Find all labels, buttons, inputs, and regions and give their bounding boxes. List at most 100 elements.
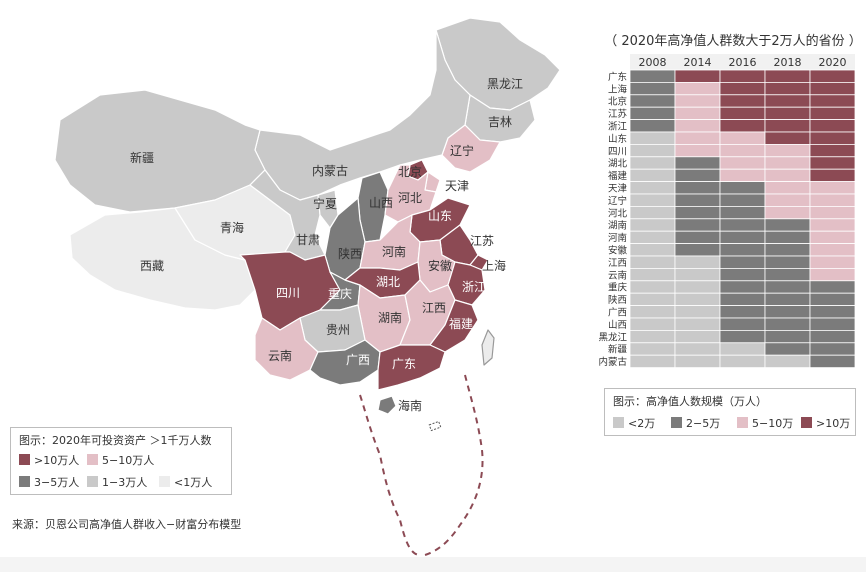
heat-cell [809,243,856,257]
heat-cell [629,342,676,356]
heat-cell [629,230,676,244]
map-legend-item: 5−10万人 [87,452,154,468]
heat-cell [674,94,721,108]
heat-row-label: 黑龙江 [598,331,627,343]
heat-cell [719,280,766,294]
heat-cell [719,205,766,220]
heat-cell [809,193,856,207]
heat-cell [809,280,856,294]
heat-cell [809,106,856,121]
heat-cell [674,168,721,182]
heat-cell [764,205,811,220]
heat-cell [764,218,811,232]
heat-cell [674,218,721,232]
heat-cell [719,69,766,83]
heat-cell [629,81,676,96]
heat-cell [719,144,766,158]
heat-year-label: 2014 [684,56,712,69]
heat-row-label: 湖北 [608,159,628,170]
heat-cell [809,144,856,158]
table-legend-item: 2−5万 [671,415,720,431]
heat-cell [719,342,766,356]
label-xizang: 西藏 [140,259,164,273]
table-legend-swatch [671,417,682,428]
heat-cell [719,305,766,319]
label-hunan: 湖南 [378,310,402,325]
label-chongqing: 重庆 [328,287,352,301]
heat-row-label: 广东 [608,71,627,83]
heat-cell [719,230,766,244]
heat-cell [719,267,766,282]
map-legend-swatch [87,454,98,465]
heat-row-label: 浙江 [608,121,628,133]
heat-year-label: 2008 [639,56,667,69]
heat-cell [719,156,766,170]
heat-cell [809,267,856,282]
heat-cell [719,218,766,232]
heat-row-label: 广西 [608,307,627,319]
table-legend-label: <2万 [628,417,656,430]
map-legend-item: 1−3万人 [87,474,147,490]
heat-cell [674,131,721,145]
table-title: （ 2020年高净值人群数大于2万人的省份 ） [604,34,862,49]
label-guizhou: 贵州 [326,323,350,337]
heat-cell [719,243,766,257]
heat-cell [674,243,721,257]
taiwan-shape [481,329,495,366]
heat-cell [674,205,721,220]
heat-row-label: 重庆 [608,282,628,294]
heat-row-label: 北京 [608,96,627,108]
heat-cell [764,317,811,331]
table-legend-label: >10万 [816,417,851,430]
heat-cell [629,69,676,83]
heat-cell [674,329,721,344]
heat-cell [719,94,766,108]
source-note: 来源：贝恩公司高净值人群收入−财富分布模型 [12,518,242,531]
heat-cell [629,317,676,331]
heat-cell [719,119,766,133]
table-legend-swatch [613,417,624,428]
heat-cell [764,255,811,269]
heat-cell [719,292,766,306]
heat-cell [719,317,766,331]
map-legend-label: <1万人 [174,476,213,489]
heat-cell [629,354,676,369]
heat-cell [764,168,811,182]
heat-cell [764,267,811,282]
heat-cell [674,292,721,306]
heat-cell [629,305,676,319]
heat-cell [674,255,721,269]
heat-year-label: 2016 [729,56,757,69]
heat-cell [719,81,766,96]
heat-cell [809,156,856,170]
heat-cell [764,305,811,319]
heat-row-label: 山西 [608,320,627,331]
map-legend-title: 图示：2020年可投资资产 ＞1千万人数 [19,434,212,447]
heat-cell [809,317,856,331]
label-gansu: 甘肃 [296,233,320,247]
heat-cell [629,131,676,145]
table-legend-title: 图示：高净值人数规模（万人） [613,395,767,408]
table-legend-label: 5−10万 [752,417,794,430]
heat-cell [674,181,721,195]
heat-row-label: 内蒙古 [598,356,627,368]
heat-cell [809,305,856,319]
heat-table: 2008 2014 2016 2018 2020 广东上海北京江苏浙江山东四川湖北福建天津… [598,54,856,369]
map-legend-label: >10万人 [34,454,80,467]
heat-cell [809,342,856,356]
heat-cell [629,156,676,170]
heat-cell [764,119,811,133]
heat-row-label: 江苏 [608,108,628,120]
heat-cell [674,305,721,319]
heat-cell [719,255,766,269]
label-zhejiang: 浙江 [462,280,486,294]
heat-cell [629,168,676,182]
heat-cell [764,329,811,344]
heat-cell [809,81,856,96]
table-legend-swatch [737,417,748,428]
map-legend-swatch [19,476,30,487]
label-shanghai: 上海 [482,258,506,273]
heat-cell [764,106,811,121]
map-legend-swatch [19,454,30,465]
heat-row-label: 安徽 [608,245,628,257]
